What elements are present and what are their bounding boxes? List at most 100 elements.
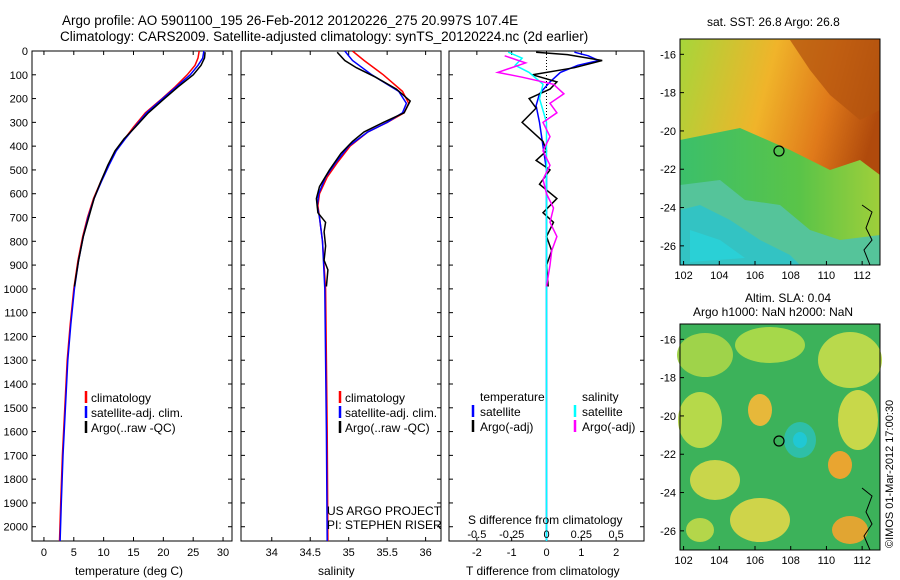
- map-x-tick-label: 108: [782, 555, 800, 567]
- map-x-tick-label: 108: [782, 270, 800, 282]
- pi-label: PI: STEPHEN RISER: [327, 518, 442, 532]
- series-line-s-satellite: [507, 51, 548, 541]
- map-x-tick-label: 104: [710, 270, 728, 282]
- map-x-tick-label: 112: [853, 555, 871, 567]
- x-tick-label: 5: [71, 547, 77, 559]
- legend-label-argo: Argo(..raw -QC): [345, 421, 430, 435]
- x-tick-label: 15: [127, 547, 139, 559]
- x-tick-label: -2: [472, 547, 482, 559]
- depth-tick-label: 200: [10, 94, 28, 106]
- temperature-legend: climatology satellite-adj. clim. Argo(..…: [84, 391, 183, 435]
- sla-map-panel: Altim. SLA: 0.04 Argo h1000: NaN h2000: …: [660, 291, 882, 567]
- depth-tick-label: 300: [10, 117, 28, 129]
- map-x-tick-label: 110: [818, 270, 836, 282]
- t-diff-xlabel: T difference from climatology: [466, 564, 620, 578]
- salinity-x-ticks: 34 34.5 35 35.5 36: [266, 51, 432, 559]
- salinity-depth-ticks: [241, 50, 441, 528]
- x-tick-label: 35.5: [376, 547, 397, 559]
- map-x-tick-label: 112: [853, 270, 871, 282]
- series-line-argo-raw-qc-: [315, 51, 412, 287]
- map-y-tick-label: -18: [660, 88, 676, 100]
- sst-map-image: [680, 39, 880, 266]
- difference-lines: [494, 51, 603, 541]
- map-y-tick-label: -26: [660, 526, 676, 538]
- salinity-lines: [315, 51, 412, 541]
- legend-label-s-argo: Argo(-adj): [582, 420, 635, 434]
- map-y-tick-label: -22: [660, 449, 676, 461]
- imos-credit: ©IMOS 01-Mar-2012 17:00:30: [884, 400, 896, 548]
- depth-tick-label: 2000: [4, 522, 28, 534]
- temperature-xlabel: temperature (deg C): [75, 564, 183, 578]
- figure-title-line1: Argo profile: AO 5901100_195 26-Feb-2012…: [62, 13, 519, 28]
- argo-location-marker: [773, 145, 785, 157]
- x-tick-label: 34.5: [300, 547, 321, 559]
- map-y-tick-label: -16: [660, 334, 676, 346]
- legend-header-temperature: temperature: [480, 390, 545, 404]
- project-label: US ARGO PROJECT: [327, 504, 442, 518]
- sla-map-ticks: 102 104 106 108 110 112 -16 -18 -20 -22 -24 -26: [660, 334, 871, 567]
- depth-tick-label: 1300: [4, 355, 28, 367]
- depth-tick-label: 1200: [4, 331, 28, 343]
- x-tick-label: 0: [543, 547, 549, 559]
- argo-location-marker-sla: [773, 435, 785, 447]
- sst-map-title: sat. SST: 26.8 Argo: 26.8: [707, 15, 840, 29]
- depth-tick-label: 400: [10, 141, 28, 153]
- difference-legend: temperature salinity satellite Argo(-adj…: [471, 390, 635, 434]
- map-y-tick-label: -24: [660, 488, 676, 500]
- temperature-x-ticks: 0 5 10 15 20 25 30: [41, 51, 229, 559]
- depth-tick-label: 0: [22, 46, 28, 58]
- salinity-panel: 34 34.5 35 35.5 36 salinity climatology sate…: [240, 50, 442, 578]
- depth-tick-label: 1000: [4, 284, 28, 296]
- map-y-tick-label: -20: [660, 126, 676, 138]
- s-diff-xlabel: S difference from climatology: [468, 513, 623, 527]
- legend-label-climatology: climatology: [345, 391, 405, 405]
- depth-tick-label: 600: [10, 189, 28, 201]
- depth-tick-label: 100: [10, 70, 28, 82]
- series-line-climatology: [317, 51, 410, 541]
- sla-map-frame: [679, 323, 881, 551]
- salinity-legend: climatology satellite-adj. clim. Argo(..…: [338, 391, 437, 435]
- salinity-axes: [240, 50, 442, 542]
- series-line-s-argo-adj-: [494, 55, 566, 287]
- s-diff-tick-label: 0.5: [608, 529, 623, 541]
- map-x-tick-label: 110: [818, 555, 836, 567]
- depth-tick-label: 800: [10, 236, 28, 248]
- difference-depth-ticks: [449, 50, 644, 528]
- depth-ticks: 0 100 200 300 400 500 600 700 800 900 1000 1100 1200…: [4, 46, 232, 534]
- x-tick-label: 36: [419, 547, 431, 559]
- map-y-tick-label: -24: [660, 203, 676, 215]
- s-diff-tick-label: 0: [543, 529, 549, 541]
- map-x-tick-label: 102: [674, 270, 692, 282]
- map-y-tick-label: -26: [660, 241, 676, 253]
- series-line-argo-raw-qc-: [73, 52, 206, 287]
- map-y-tick-label: -18: [660, 373, 676, 385]
- s-diff-tick-label: -0.25: [499, 529, 524, 541]
- s-diff-tick-label: -0.5: [467, 529, 486, 541]
- depth-tick-label: 1100: [4, 308, 28, 320]
- x-tick-label: -1: [507, 547, 517, 559]
- temperature-axes: [31, 50, 233, 542]
- temperature-panel: 0100200300400500600700800900100011001200…: [4, 46, 233, 578]
- map-x-tick-label: 106: [746, 555, 764, 567]
- sla-map-image: [677, 324, 882, 551]
- depth-tick-label: 500: [10, 165, 28, 177]
- legend-label-s-satellite: satellite: [582, 405, 623, 419]
- map-x-tick-label: 104: [710, 555, 728, 567]
- x-tick-label: 2: [613, 547, 619, 559]
- depth-tick-label: 1700: [4, 450, 28, 462]
- map-y-tick-label: -20: [660, 411, 676, 423]
- legend-label-t-argo: Argo(-adj): [480, 420, 533, 434]
- salinity-xlabel: salinity: [318, 564, 355, 578]
- depth-tick-label: 700: [10, 213, 28, 225]
- map-y-tick-label: -16: [660, 49, 676, 61]
- sst-map-panel: sat. SST: 26.8 Argo: 26.8 102 104 106 108 11…: [660, 15, 881, 282]
- x-tick-label: 1: [578, 547, 584, 559]
- legend-label-climatology: climatology: [91, 391, 151, 405]
- x-tick-label: 35: [343, 547, 355, 559]
- salinity-diff-ticks: -0.5 -0.25 0 0.25 0.5: [467, 529, 623, 541]
- sst-map-ticks: 102 104 106 108 110 112 -16 -18 -20 -22 -24 -26: [660, 49, 871, 282]
- legend-header-salinity: salinity: [582, 390, 619, 404]
- legend-label-satellite: satellite-adj. clim.: [91, 406, 183, 420]
- depth-tick-label: 1900: [4, 498, 28, 510]
